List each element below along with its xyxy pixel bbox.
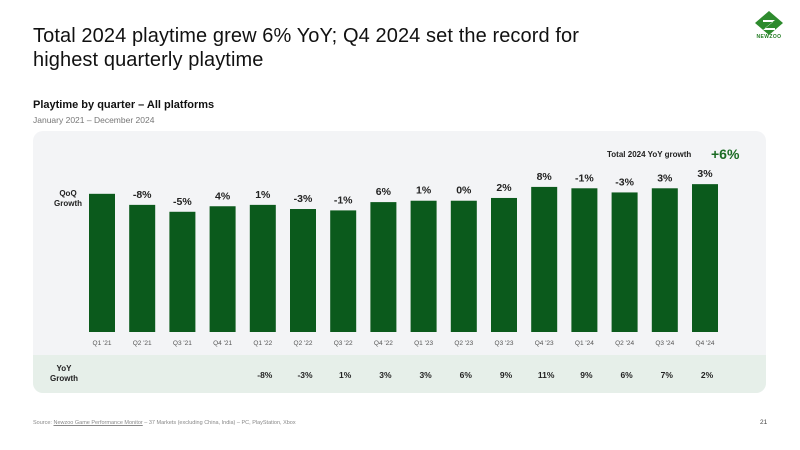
x-tick-1: Q2 '21 bbox=[133, 340, 152, 347]
yoy-growth-band bbox=[33, 355, 766, 393]
bar-13 bbox=[611, 192, 638, 332]
qoq-label-13: -3% bbox=[615, 176, 634, 188]
x-tick-0: Q1 '21 bbox=[93, 340, 112, 347]
qoq-label-3: 4% bbox=[215, 190, 231, 202]
x-tick-8: Q1 '23 bbox=[414, 340, 433, 347]
bar-10 bbox=[491, 197, 517, 332]
x-tick-7: Q4 '22 bbox=[374, 340, 393, 347]
qoq-label-10: 2% bbox=[496, 182, 512, 194]
qoq-label-6: -1% bbox=[334, 194, 353, 206]
source-prefix: Source: bbox=[33, 420, 54, 426]
bar-8 bbox=[410, 200, 437, 332]
total-yoy-label: Total 2024 YoY growth bbox=[607, 150, 692, 159]
bar-12 bbox=[571, 188, 598, 332]
yoy-row-label: YoY Growth bbox=[40, 364, 88, 384]
bar-1 bbox=[129, 204, 156, 332]
x-tick-9: Q2 '23 bbox=[454, 340, 473, 347]
yoy-label-12: 9% bbox=[580, 370, 593, 380]
bar-14 bbox=[651, 188, 678, 332]
logo-wordmark: NEWZOO bbox=[756, 34, 782, 40]
yoy-label-14: 7% bbox=[661, 370, 674, 380]
bar-9 bbox=[450, 200, 477, 332]
yoy-label-5: -3% bbox=[297, 370, 313, 380]
qoq-label-5: -3% bbox=[294, 193, 313, 205]
bar-4 bbox=[249, 204, 276, 332]
x-tick-6: Q3 '22 bbox=[334, 340, 353, 347]
qoq-label-text: QoQ Growth bbox=[54, 189, 82, 208]
x-tick-2: Q3 '21 bbox=[173, 340, 192, 347]
x-tick-5: Q2 '22 bbox=[294, 340, 313, 347]
x-tick-13: Q2 '24 bbox=[615, 340, 634, 347]
qoq-label-12: -1% bbox=[575, 172, 594, 184]
x-tick-4: Q1 '22 bbox=[253, 340, 272, 347]
page-number: 21 bbox=[760, 419, 768, 426]
total-yoy-value: +6% bbox=[711, 146, 740, 162]
slide-title: Total 2024 playtime grew 6% YoY; Q4 2024… bbox=[33, 25, 580, 71]
qoq-label-7: 6% bbox=[376, 186, 392, 198]
yoy-label-text: YoY Growth bbox=[50, 364, 78, 383]
bar-6 bbox=[330, 210, 357, 332]
qoq-label-14: 3% bbox=[657, 172, 673, 184]
yoy-label-4: -8% bbox=[257, 370, 273, 380]
bar-11 bbox=[531, 186, 558, 332]
bar-15 bbox=[692, 184, 718, 332]
qoq-label-15: 3% bbox=[697, 168, 713, 180]
yoy-label-13: 6% bbox=[620, 370, 633, 380]
source-link[interactable]: Newzoo Game Performance Monitor bbox=[53, 420, 143, 426]
qoq-label-11: 8% bbox=[537, 171, 553, 183]
chart-date-range: January 2021 – December 2024 bbox=[33, 115, 155, 125]
qoq-label-4: 1% bbox=[255, 189, 271, 201]
yoy-label-7: 3% bbox=[379, 370, 392, 380]
bar-7 bbox=[370, 202, 397, 332]
x-tick-15: Q4 '24 bbox=[696, 340, 715, 347]
qoq-label-1: -8% bbox=[133, 189, 152, 201]
bar-0 bbox=[89, 193, 115, 332]
qoq-label-9: 0% bbox=[456, 185, 472, 197]
qoq-row-label: QoQ Growth bbox=[44, 189, 92, 209]
x-tick-14: Q3 '24 bbox=[655, 340, 674, 347]
bar-5 bbox=[290, 209, 316, 332]
yoy-label-8: 3% bbox=[419, 370, 432, 380]
source-footnote: Source: Newzoo Game Performance Monitor … bbox=[33, 420, 296, 426]
x-tick-11: Q4 '23 bbox=[535, 340, 554, 347]
qoq-label-8: 1% bbox=[416, 185, 432, 197]
yoy-label-15: 2% bbox=[701, 370, 714, 380]
qoq-label-2: -5% bbox=[173, 196, 192, 208]
source-rest: – 37 Markets (excluding China, India) – … bbox=[142, 420, 296, 426]
bar-2 bbox=[169, 211, 196, 332]
yoy-label-9: 6% bbox=[460, 370, 473, 380]
yoy-label-11: 11% bbox=[538, 370, 555, 380]
yoy-label-6: 1% bbox=[339, 370, 352, 380]
x-tick-12: Q1 '24 bbox=[575, 340, 594, 347]
chart-subtitle: Playtime by quarter – All platforms bbox=[33, 99, 215, 111]
x-tick-10: Q3 '23 bbox=[495, 340, 514, 347]
bar-3 bbox=[209, 206, 236, 332]
newzoo-logo-icon bbox=[755, 11, 783, 35]
yoy-label-10: 9% bbox=[500, 370, 513, 380]
x-tick-3: Q4 '21 bbox=[213, 340, 232, 347]
